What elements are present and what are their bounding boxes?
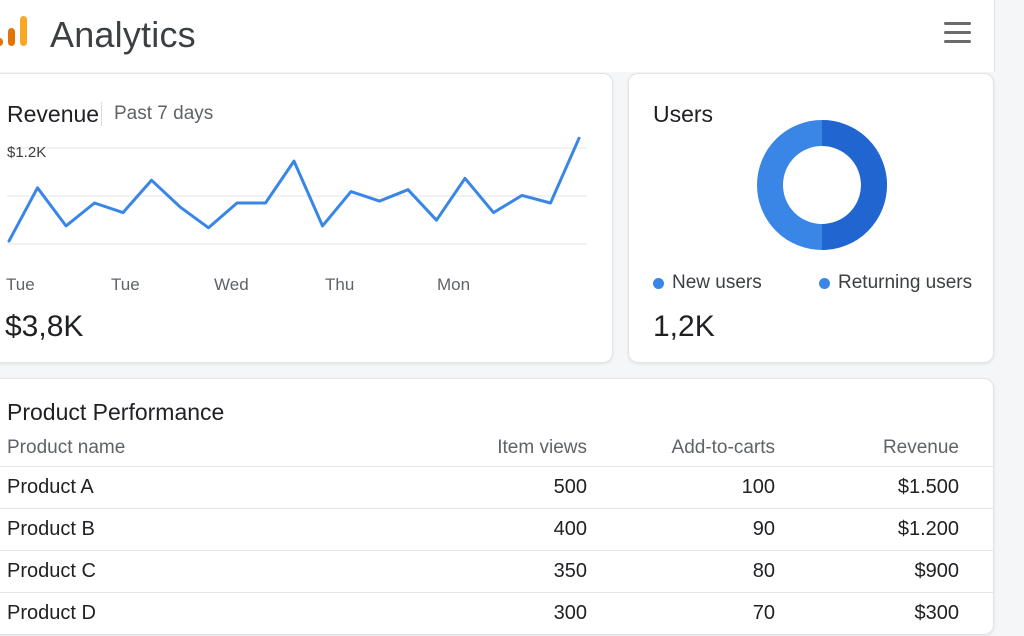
- revenue-cell: $900: [914, 560, 960, 582]
- y-tick-label: $1.2K: [7, 144, 46, 161]
- legend-returning-users[interactable]: Returning users: [819, 272, 972, 294]
- column-header-product-name[interactable]: Product name: [7, 437, 126, 458]
- product-name-cell: Product B: [7, 518, 95, 540]
- revenue-cell: $1.500: [897, 476, 959, 498]
- revenue-line-chart: $1.2K Tue Tue Wed Thu Mon: [6, 136, 587, 294]
- users-total: 1,2K: [653, 310, 715, 343]
- add-to-carts-cell: 80: [752, 560, 775, 582]
- product-performance-title: Product Performance: [7, 399, 225, 425]
- x-tick-label: Tue: [111, 275, 140, 294]
- date-range-label[interactable]: Past 7 days: [101, 102, 213, 126]
- revenue-total: $3,8K: [5, 310, 84, 343]
- add-to-carts-cell: 90: [752, 518, 775, 540]
- product-performance-card: Product Performance Product name Item vi…: [0, 378, 994, 635]
- table-row[interactable]: Product C 350 80 $900: [0, 551, 993, 593]
- revenue-cell: $300: [914, 602, 960, 624]
- analytics-logo-icon: [0, 16, 27, 46]
- table-row[interactable]: Product A 500 100 $1.500: [0, 467, 993, 509]
- x-tick-label: Wed: [214, 275, 249, 294]
- product-table: Product name Item views Add-to-carts Rev…: [0, 430, 993, 634]
- top-app-bar: Analytics: [0, 0, 995, 72]
- legend-dot: [653, 277, 664, 289]
- app-title: Analytics: [50, 14, 196, 55]
- hamburger-menu-icon[interactable]: [944, 22, 974, 48]
- legend-label: New users: [672, 272, 762, 293]
- column-header-revenue[interactable]: Revenue: [882, 437, 959, 458]
- x-tick-label: Mon: [437, 275, 470, 294]
- users-title: Users: [653, 101, 714, 127]
- revenue-cell: $1.200: [897, 518, 959, 540]
- add-to-carts-cell: 100: [741, 476, 775, 498]
- donut-segment-returning-users: [821, 120, 887, 250]
- x-tick-label: Tue: [6, 275, 35, 294]
- legend-new-users[interactable]: New users: [653, 272, 762, 294]
- column-header-item-views[interactable]: Item views: [497, 437, 587, 458]
- item-views-cell: 350: [553, 560, 587, 582]
- product-name-cell: Product A: [7, 476, 94, 498]
- item-views-cell: 500: [553, 476, 587, 498]
- revenue-title: Revenue: [7, 101, 100, 127]
- item-views-cell: 300: [553, 602, 587, 624]
- x-tick-label: Thu: [325, 275, 354, 294]
- column-header-add-to-carts[interactable]: Add-to-carts: [671, 437, 775, 458]
- revenue-series-line: [7, 136, 581, 243]
- product-name-cell: Product D: [7, 602, 96, 624]
- add-to-carts-cell: 70: [752, 602, 775, 624]
- legend-dot: [819, 277, 830, 289]
- table-row[interactable]: Product D 300 70 $300: [0, 593, 993, 634]
- table-row[interactable]: Product B 400 90 $1.200: [0, 509, 993, 551]
- product-name-cell: Product C: [7, 560, 96, 582]
- users-card[interactable]: Users New users Returning users 1,2K: [628, 73, 994, 363]
- table-header-row: Product name Item views Add-to-carts Rev…: [0, 430, 993, 467]
- revenue-card[interactable]: Revenue Past 7 days $1.2K Tue Tue Wed Th…: [0, 73, 613, 363]
- legend-label: Returning users: [838, 272, 973, 293]
- users-donut-chart: [757, 120, 887, 250]
- item-views-cell: 400: [553, 518, 587, 540]
